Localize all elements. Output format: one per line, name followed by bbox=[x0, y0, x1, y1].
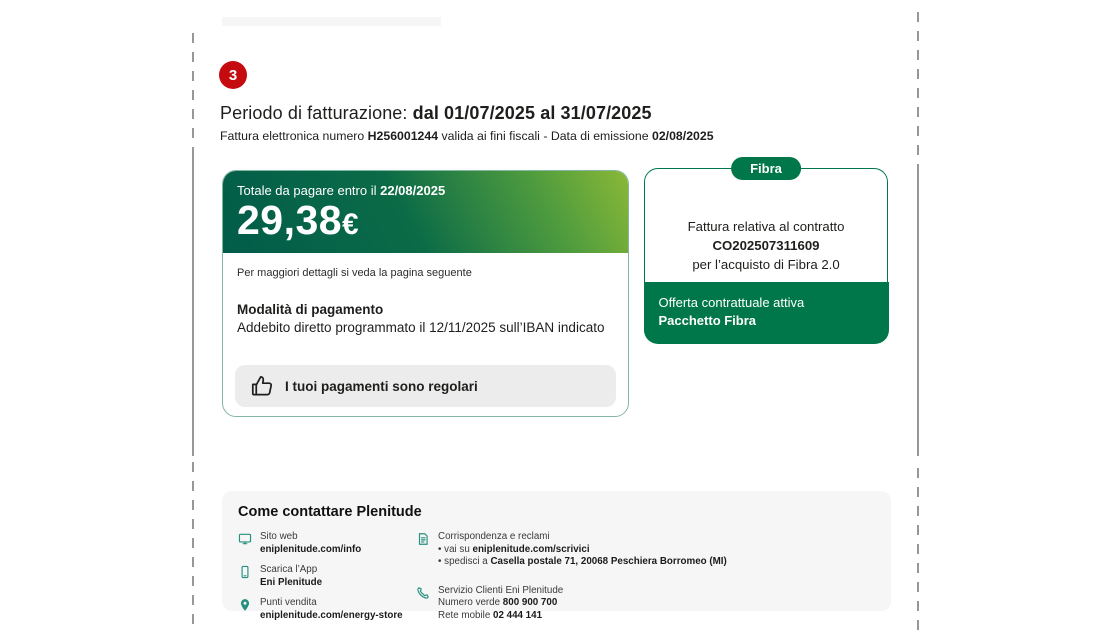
service-title: Servizio Clienti Eni Plenitude bbox=[438, 584, 564, 596]
map-pin-icon bbox=[238, 597, 252, 622]
fibra-badge: Fibra bbox=[731, 157, 801, 180]
invoice-info-line: Fattura elettronica numero H256001244 va… bbox=[220, 129, 714, 143]
due-date-label: Totale da pagare entro il bbox=[237, 183, 381, 198]
offer-name: Pacchetto Fibra bbox=[658, 312, 757, 328]
bullet-glyph: • bbox=[438, 556, 442, 567]
contact-item-customer-service: Servizio Clienti Eni Plenitude Numero ve… bbox=[416, 585, 727, 623]
smartphone-icon bbox=[238, 564, 252, 589]
contract-card-body: Fattura relativa al contratto CO20250731… bbox=[645, 217, 887, 274]
previous-section-remnant bbox=[222, 17, 441, 26]
contact-label: Punti vendita bbox=[260, 597, 317, 608]
bullet-text: spedisci a bbox=[444, 556, 491, 567]
contact-item-website: Sito web eniplenitude.com/info bbox=[238, 531, 416, 556]
contact-item-text: Punti vendita eniplenitude.com/energy-st… bbox=[260, 597, 403, 622]
contact-value: eniplenitude.com/info bbox=[260, 543, 362, 555]
due-date: 22/08/2025 bbox=[380, 183, 446, 198]
thumbs-up-icon bbox=[251, 376, 273, 396]
contract-line3: per l’acquisto di Fibra 2.0 bbox=[692, 257, 840, 272]
contact-title: Come contattare Plenitude bbox=[238, 504, 422, 520]
correspondence-bullet-1: • vai su eniplenitude.com/scrivici bbox=[438, 544, 727, 557]
contact-value: Eni Plenitude bbox=[260, 576, 323, 588]
offer-status-label: Offerta contrattuale attiva bbox=[658, 294, 805, 310]
due-date-line: Totale da pagare entro il 22/08/2025 bbox=[237, 183, 614, 198]
amount-value: 29,38 bbox=[237, 197, 343, 243]
contact-label: Scarica l’App bbox=[260, 564, 318, 575]
invoice-number-label: Fattura elettronica numero bbox=[220, 129, 368, 143]
contact-value: eniplenitude.com/energy-store bbox=[260, 609, 403, 621]
contact-item-stores: Punti vendita eniplenitude.com/energy-st… bbox=[238, 597, 416, 622]
correspondence-title: Corrispondenza e reclami bbox=[438, 531, 550, 542]
contact-column-right: Corrispondenza e reclami • vai su eniple… bbox=[416, 531, 727, 635]
contact-item-text: Scarica l’App Eni Plenitude bbox=[260, 564, 322, 589]
contract-card: Fibra Fattura relativa al contratto CO20… bbox=[643, 157, 889, 344]
contact-columns: Sito web eniplenitude.com/info Scarica l… bbox=[238, 531, 875, 635]
billing-period-label: Periodo di fatturazione: bbox=[220, 103, 413, 123]
contact-item-text: Sito web eniplenitude.com/info bbox=[260, 531, 361, 556]
contract-number: CO202507311609 bbox=[712, 238, 820, 253]
mobile-number: 02 444 141 bbox=[493, 609, 543, 621]
bullet-bold-text: eniplenitude.com/scrivici bbox=[472, 543, 590, 555]
bullet-glyph: • bbox=[438, 543, 442, 555]
payment-method-detail: Addebito diretto programmato il 12/11/20… bbox=[237, 320, 605, 335]
tear-line-right-top bbox=[917, 12, 919, 168]
contact-item-text: Corrispondenza e reclami • vai su eniple… bbox=[438, 531, 727, 569]
tear-line-right-middle bbox=[917, 168, 919, 456]
section-number-badge: 3 bbox=[219, 61, 247, 89]
tear-line-left-top bbox=[192, 33, 194, 151]
tear-line-left-bottom bbox=[192, 462, 194, 628]
contact-item-app: Scarica l’App Eni Plenitude bbox=[238, 564, 416, 589]
section-number: 3 bbox=[228, 66, 238, 84]
contact-item-text: Servizio Clienti Eni Plenitude Numero ve… bbox=[438, 585, 563, 623]
bullet-text: vai su bbox=[444, 543, 473, 555]
tear-line-left-middle bbox=[192, 150, 194, 456]
toll-free-number: 800 900 700 bbox=[502, 597, 558, 608]
phone-icon bbox=[416, 585, 430, 623]
total-amount: 29,38€ bbox=[237, 197, 614, 243]
currency-symbol: € bbox=[342, 208, 360, 241]
payment-status-message: I tuoi pagamenti sono regolari bbox=[285, 378, 478, 394]
service-line2-label: Numero verde bbox=[438, 597, 503, 608]
service-line3-label: Rete mobile bbox=[438, 609, 493, 621]
billing-period-title: Periodo di fatturazione: dal 01/07/2025 … bbox=[220, 103, 652, 124]
monitor-icon bbox=[238, 531, 252, 556]
invoice-number: H256001244 bbox=[367, 129, 439, 143]
correspondence-bullet-2: • spedisci a Casella postale 71, 20068 P… bbox=[438, 556, 727, 569]
contact-item-correspondence: Corrispondenza e reclami • vai su eniple… bbox=[416, 531, 727, 569]
contact-label: Sito web bbox=[260, 531, 298, 542]
payment-status-box: I tuoi pagamenti sono regolari bbox=[235, 365, 616, 407]
tear-line-right-bottom bbox=[917, 468, 919, 632]
contact-column-left: Sito web eniplenitude.com/info Scarica l… bbox=[238, 531, 416, 635]
payment-method-title: Modalità di pagamento bbox=[237, 302, 384, 317]
payment-card-body: Per maggiori dettagli si veda la pagina … bbox=[223, 253, 628, 335]
details-note: Per maggiori dettagli si veda la pagina … bbox=[237, 267, 472, 279]
payment-card-header: Totale da pagare entro il 22/08/2025 29,… bbox=[223, 171, 628, 253]
contract-card-footer: Offerta contrattuale attiva Pacchetto Fi… bbox=[643, 281, 889, 344]
letter-icon bbox=[416, 531, 430, 569]
issue-date: 02/08/2025 bbox=[652, 129, 714, 143]
billing-period-dates: dal 01/07/2025 al 31/07/2025 bbox=[412, 103, 652, 123]
bullet-bold-text: Casella postale 71, 20068 Peschiera Borr… bbox=[490, 556, 727, 567]
invoice-validity-text: valida ai fini fiscali - Data di emissio… bbox=[438, 129, 652, 143]
contract-line1: Fattura relativa al contratto bbox=[687, 219, 845, 234]
payment-summary-card: Totale da pagare entro il 22/08/2025 29,… bbox=[222, 170, 629, 417]
contact-panel: Come contattare Plenitude Sito web enipl… bbox=[222, 491, 891, 621]
